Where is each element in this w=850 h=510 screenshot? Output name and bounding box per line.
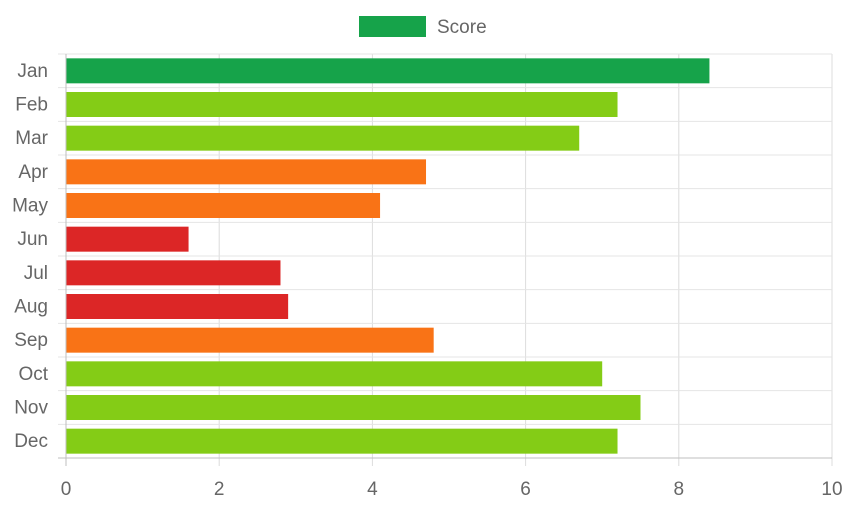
- bar-apr[interactable]: [66, 159, 427, 185]
- y-tick-label: Feb: [15, 95, 48, 116]
- legend-swatch: [359, 16, 426, 37]
- bar-dec[interactable]: [66, 428, 618, 454]
- y-tick-label: Mar: [15, 128, 48, 149]
- x-tick-label: 8: [674, 479, 685, 500]
- y-tick-label: Jan: [17, 61, 48, 82]
- tick-labels: Jan Feb Mar Apr May Jun Jul Aug Sep Oct Nov Dec 0 2 4 6…: [12, 61, 842, 500]
- y-tick-label: Nov: [14, 398, 48, 419]
- y-tick-label: Aug: [14, 297, 48, 318]
- bar-sep[interactable]: [66, 327, 434, 353]
- y-tick-label: Jul: [24, 263, 48, 284]
- bar-aug[interactable]: [66, 294, 289, 319]
- y-tick-label: Jun: [17, 229, 48, 250]
- y-tick-label: Sep: [14, 330, 48, 351]
- bar-may[interactable]: [66, 193, 381, 218]
- y-tick-label: Oct: [18, 364, 48, 385]
- bar-oct[interactable]: [66, 361, 603, 387]
- y-tick-label: May: [12, 196, 48, 217]
- bar-jun[interactable]: [66, 226, 189, 252]
- x-tick-label: 4: [367, 479, 378, 500]
- x-tick-label: 6: [520, 479, 531, 500]
- x-tick-label: 2: [214, 479, 225, 500]
- bar-mar[interactable]: [66, 125, 580, 151]
- legend-label: Score: [437, 17, 487, 38]
- bar-feb[interactable]: [66, 92, 618, 117]
- bar-jul[interactable]: [66, 260, 281, 286]
- grid: [58, 53, 833, 466]
- legend[interactable]: Score: [359, 16, 487, 38]
- y-tick-label: Apr: [18, 162, 48, 183]
- bars: [66, 58, 710, 454]
- x-tick-label: 10: [821, 479, 842, 500]
- y-tick-label: Dec: [14, 431, 48, 452]
- bar-nov[interactable]: [66, 395, 641, 420]
- bar-jan[interactable]: [66, 58, 710, 84]
- axes: [58, 54, 832, 466]
- x-tick-label: 0: [61, 479, 72, 500]
